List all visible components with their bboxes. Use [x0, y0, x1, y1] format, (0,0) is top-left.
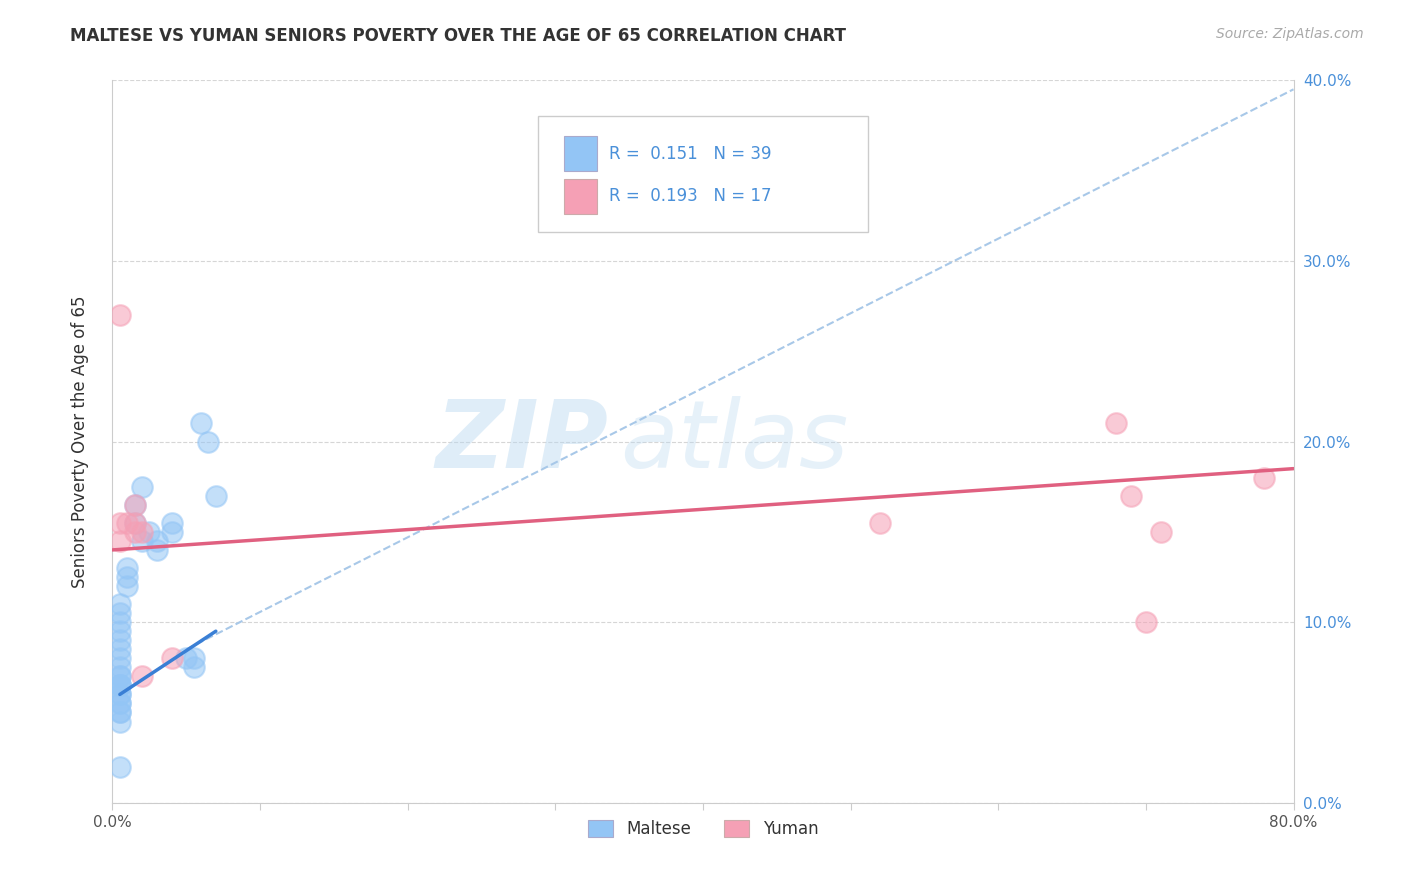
Point: [190, 417, 212, 431]
Point: [124, 498, 146, 512]
Point: [108, 660, 131, 674]
Point: [108, 615, 131, 630]
Point: [108, 597, 131, 611]
Point: [1105, 417, 1128, 431]
Point: [160, 516, 183, 530]
Point: [160, 651, 183, 665]
Point: [108, 714, 131, 729]
Text: R =  0.151   N = 39: R = 0.151 N = 39: [609, 145, 770, 163]
Y-axis label: Seniors Poverty Over the Age of 65: Seniors Poverty Over the Age of 65: [70, 295, 89, 588]
FancyBboxPatch shape: [564, 179, 596, 214]
Point: [108, 706, 131, 720]
Point: [1150, 524, 1173, 539]
Point: [108, 669, 131, 683]
Text: atlas: atlas: [620, 396, 849, 487]
Point: [131, 669, 153, 683]
Point: [108, 606, 131, 620]
Point: [131, 480, 153, 494]
Text: R =  0.193   N = 17: R = 0.193 N = 17: [609, 187, 770, 205]
FancyBboxPatch shape: [537, 116, 869, 232]
Point: [108, 669, 131, 683]
Point: [108, 533, 131, 548]
Point: [138, 524, 160, 539]
Point: [146, 542, 169, 557]
Point: [197, 434, 219, 449]
Point: [108, 687, 131, 701]
Point: [131, 524, 153, 539]
Point: [108, 642, 131, 657]
Point: [108, 678, 131, 692]
Point: [117, 570, 138, 584]
Point: [183, 660, 205, 674]
Point: [108, 760, 131, 774]
Legend: Maltese, Yuman: Maltese, Yuman: [581, 814, 825, 845]
Point: [1253, 471, 1275, 485]
Point: [124, 516, 146, 530]
Point: [108, 516, 131, 530]
Text: Source: ZipAtlas.com: Source: ZipAtlas.com: [1216, 27, 1364, 41]
Point: [108, 678, 131, 692]
Point: [160, 524, 183, 539]
Point: [205, 489, 228, 503]
Point: [108, 633, 131, 648]
Point: [108, 678, 131, 692]
Point: [1135, 615, 1157, 630]
Point: [603, 209, 626, 223]
Point: [108, 651, 131, 665]
Point: [174, 651, 197, 665]
Point: [131, 533, 153, 548]
Point: [183, 651, 205, 665]
Text: MALTESE VS YUMAN SENIORS POVERTY OVER THE AGE OF 65 CORRELATION CHART: MALTESE VS YUMAN SENIORS POVERTY OVER TH…: [70, 27, 846, 45]
Point: [108, 308, 131, 322]
Point: [108, 624, 131, 639]
Point: [124, 516, 146, 530]
Point: [124, 498, 146, 512]
Point: [869, 516, 891, 530]
Point: [108, 697, 131, 711]
Point: [108, 706, 131, 720]
Point: [117, 579, 138, 593]
Point: [117, 516, 138, 530]
Text: ZIP: ZIP: [436, 395, 609, 488]
Point: [146, 533, 169, 548]
Point: [124, 524, 146, 539]
Point: [1119, 489, 1142, 503]
FancyBboxPatch shape: [564, 136, 596, 170]
Point: [108, 687, 131, 701]
Point: [117, 561, 138, 575]
Point: [108, 697, 131, 711]
